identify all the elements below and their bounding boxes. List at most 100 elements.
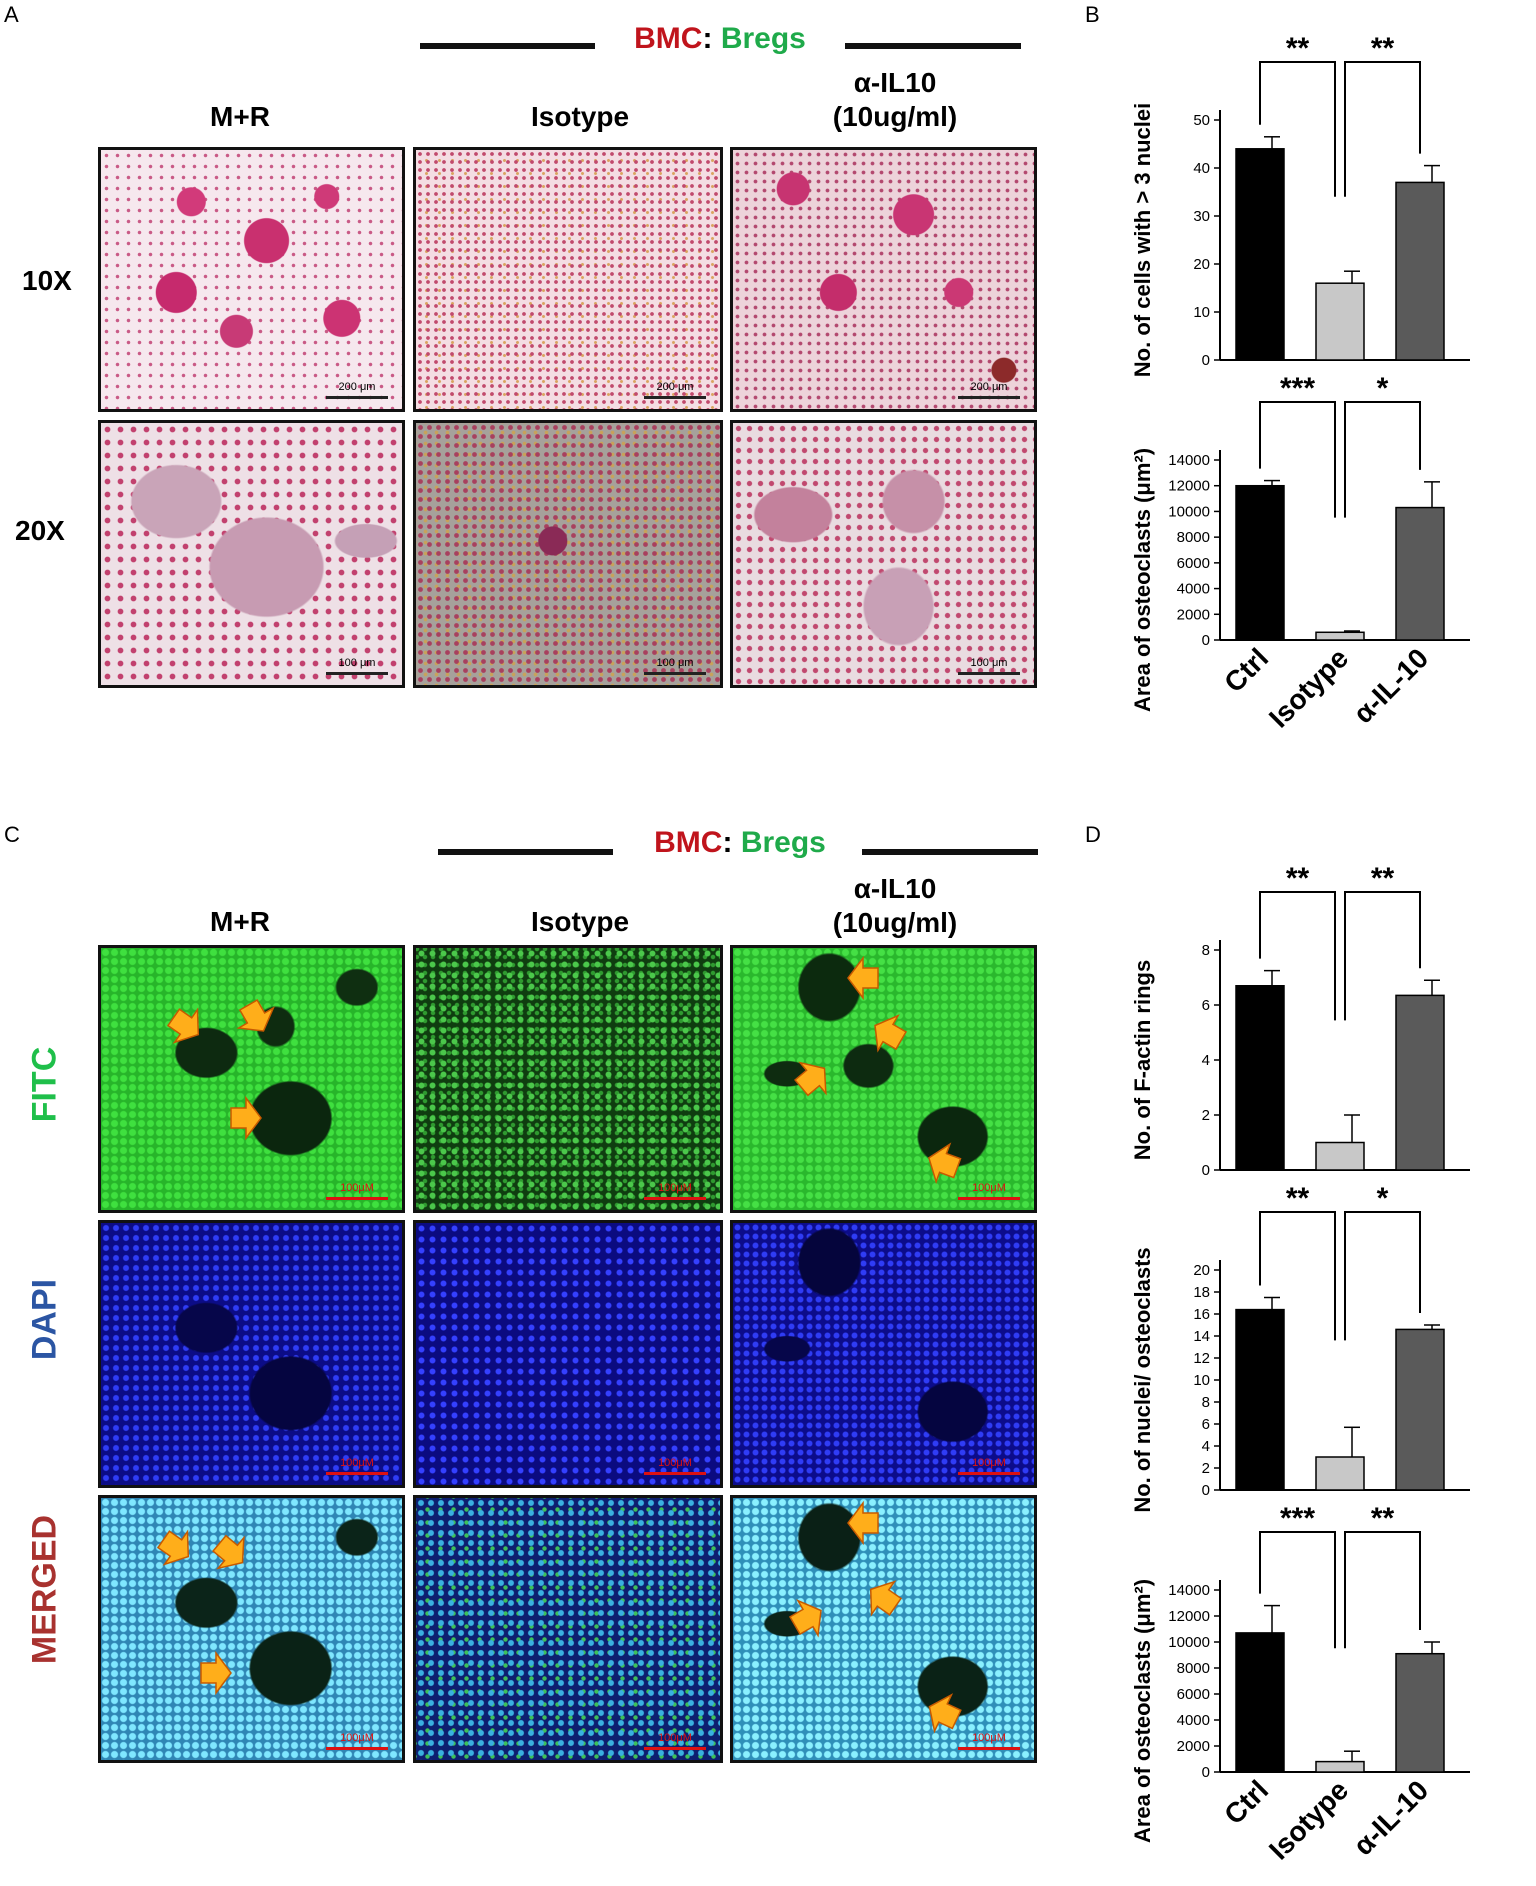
y-tick-label: 14 <box>1193 1328 1210 1345</box>
chart-d-factin-rings: 0 2 4 6 8 No. of F-actin rings ** ** <box>1130 862 1470 1179</box>
y-tick-label: 6 <box>1202 997 1210 1014</box>
micrograph-c-mr-dapi: 100μM <box>98 1220 405 1488</box>
significance-label: ** <box>1286 1182 1310 1215</box>
significance-bracket <box>1259 401 1336 518</box>
y-tick-label: 6000 <box>1177 1686 1210 1703</box>
bar-ctrl <box>1235 985 1285 1171</box>
y-tick-label: 12000 <box>1168 1608 1210 1625</box>
x-tick-label: α-IL-10 <box>1347 642 1434 729</box>
y-axis-label: Area of osteoclasts (μm²) <box>1130 448 1155 712</box>
bar-ctrl <box>1235 1308 1285 1491</box>
header-bregs: Bregs <box>740 826 826 859</box>
scale-bar: 100μM <box>644 1182 706 1200</box>
y-axis-label: No. of F-actin rings <box>1130 960 1155 1160</box>
col-label-anti-il10: α-IL10 (10ug/ml) <box>775 872 1015 940</box>
scale-bar: 200 μm <box>958 381 1020 399</box>
arrow-markers <box>156 1529 245 1696</box>
y-tick-label: 0 <box>1202 1482 1210 1499</box>
y-tick-label: 16 <box>1193 1306 1210 1323</box>
header-bmc-bregs: BMC: Bregs <box>620 826 860 860</box>
micrograph-c-anti-il10-fitc: 100μM <box>730 945 1037 1213</box>
arrow-icon <box>847 955 879 1001</box>
header-sep: : <box>702 22 713 55</box>
arrow-icon <box>794 1061 827 1097</box>
bar-anti-il10 <box>1395 994 1445 1171</box>
col-label-anti-il10: α-IL10 (10ug/ml) <box>775 66 1015 134</box>
bar-anti-il10 <box>1395 1652 1445 1773</box>
row-label-dapi: DAPI <box>25 1278 64 1361</box>
col-label-anti-il10-dose: (10ug/ml) <box>832 907 958 938</box>
y-tick-label: 10000 <box>1168 1634 1210 1651</box>
micrograph-a-isotype-10x: 200 μm <box>413 147 723 412</box>
arrow-icon <box>847 1500 879 1546</box>
scale-bar: 100μM <box>326 1732 388 1750</box>
y-tick-label: 0 <box>1202 1764 1210 1781</box>
y-tick-label: 10 <box>1193 1372 1210 1389</box>
y-tick-label: 10 <box>1193 304 1210 321</box>
micrograph-c-isotype-dapi: 100μM <box>413 1220 723 1488</box>
y-tick-label: 4 <box>1202 1438 1210 1455</box>
col-label-mr: M+R <box>210 906 270 937</box>
y-tick-label: 6 <box>1202 1416 1210 1433</box>
panel-letter-a: A <box>4 2 19 27</box>
scale-bar: 200 μm <box>326 381 388 399</box>
chart-d-area-osteoclasts: 0 2000 4000 6000 8000 10000 12000 14000 Area of … <box>1130 1502 1470 1866</box>
arrow-icon <box>869 1580 903 1617</box>
significance-label: ** <box>1371 32 1395 65</box>
micrograph-c-anti-il10-merged: 100μM <box>730 1495 1037 1763</box>
scale-bar: 100 μm <box>958 657 1020 675</box>
micrograph-a-anti-il10-20x: 100 μm <box>730 420 1037 688</box>
significance-bracket <box>1344 1531 1421 1649</box>
scale-bar: 100μM <box>644 1457 706 1475</box>
scale-bar: 100μM <box>958 1182 1020 1200</box>
header-bmc: BMC <box>654 826 723 859</box>
y-tick-label: 2000 <box>1177 1738 1210 1755</box>
y-tick-label: 12 <box>1193 1350 1210 1367</box>
arrow-icon <box>200 1650 232 1696</box>
chart-d-nuclei-per-osteoclast: 0 2 4 6 8 10 12 14 16 18 20 No. of nuclei/ osteocla… <box>1130 1182 1470 1513</box>
y-tick-label: 8 <box>1202 1394 1210 1411</box>
bar-isotype <box>1315 282 1365 361</box>
y-tick-label: 2 <box>1202 1460 1210 1477</box>
arrow-icon <box>166 1007 200 1044</box>
y-tick-label: 6000 <box>1177 555 1210 572</box>
y-tick-label: 14000 <box>1168 452 1210 469</box>
row-label-merged: MERGED <box>25 1514 64 1665</box>
row-label-10x: 10X <box>22 265 72 296</box>
significance-label: * <box>1377 1182 1389 1215</box>
col-label-anti-il10-dose: (10ug/ml) <box>832 101 958 132</box>
panel-letter-b: B <box>1085 2 1100 27</box>
arrow-icon <box>230 1095 262 1141</box>
significance-bracket <box>1344 1211 1421 1341</box>
y-tick-label: 30 <box>1193 208 1210 225</box>
arrow-icon <box>928 1142 962 1185</box>
micrograph-c-isotype-fitc: 100μM <box>413 945 723 1213</box>
y-tick-label: 0 <box>1202 352 1210 369</box>
y-tick-label: 2 <box>1202 1107 1210 1124</box>
header-rule-left <box>420 43 595 49</box>
x-tick-label: Isotype <box>1263 1774 1354 1865</box>
panel-letter-c: C <box>4 822 20 847</box>
header-rule-right <box>862 849 1038 855</box>
significance-bracket <box>1344 401 1421 518</box>
y-axis-label: Area of osteoclasts (μm²) <box>1130 1579 1155 1843</box>
arrow-icon <box>212 1534 245 1570</box>
bar-isotype <box>1315 1760 1365 1773</box>
scale-bar: 100 μm <box>326 657 388 675</box>
micrograph-c-mr-fitc: 100μM <box>98 945 405 1213</box>
y-tick-label: 8000 <box>1177 529 1210 546</box>
x-tick-label: Isotype <box>1263 642 1354 733</box>
row-label-20x: 20X <box>15 515 65 546</box>
scale-bar: 100μM <box>958 1732 1020 1750</box>
y-tick-label: 40 <box>1193 160 1210 177</box>
scale-bar: 200 μm <box>644 381 706 399</box>
arrow-icon <box>788 1599 822 1638</box>
row-label-fitc: FITC <box>25 1046 64 1123</box>
micrograph-c-isotype-merged: 100μM <box>413 1495 723 1763</box>
significance-label: ** <box>1371 1502 1395 1535</box>
y-tick-label: 14000 <box>1168 1582 1210 1599</box>
col-label-isotype: Isotype <box>530 101 630 132</box>
micrograph-c-anti-il10-dapi: 100μM <box>730 1220 1037 1488</box>
y-tick-label: 12000 <box>1168 478 1210 495</box>
arrow-markers <box>788 1500 962 1734</box>
